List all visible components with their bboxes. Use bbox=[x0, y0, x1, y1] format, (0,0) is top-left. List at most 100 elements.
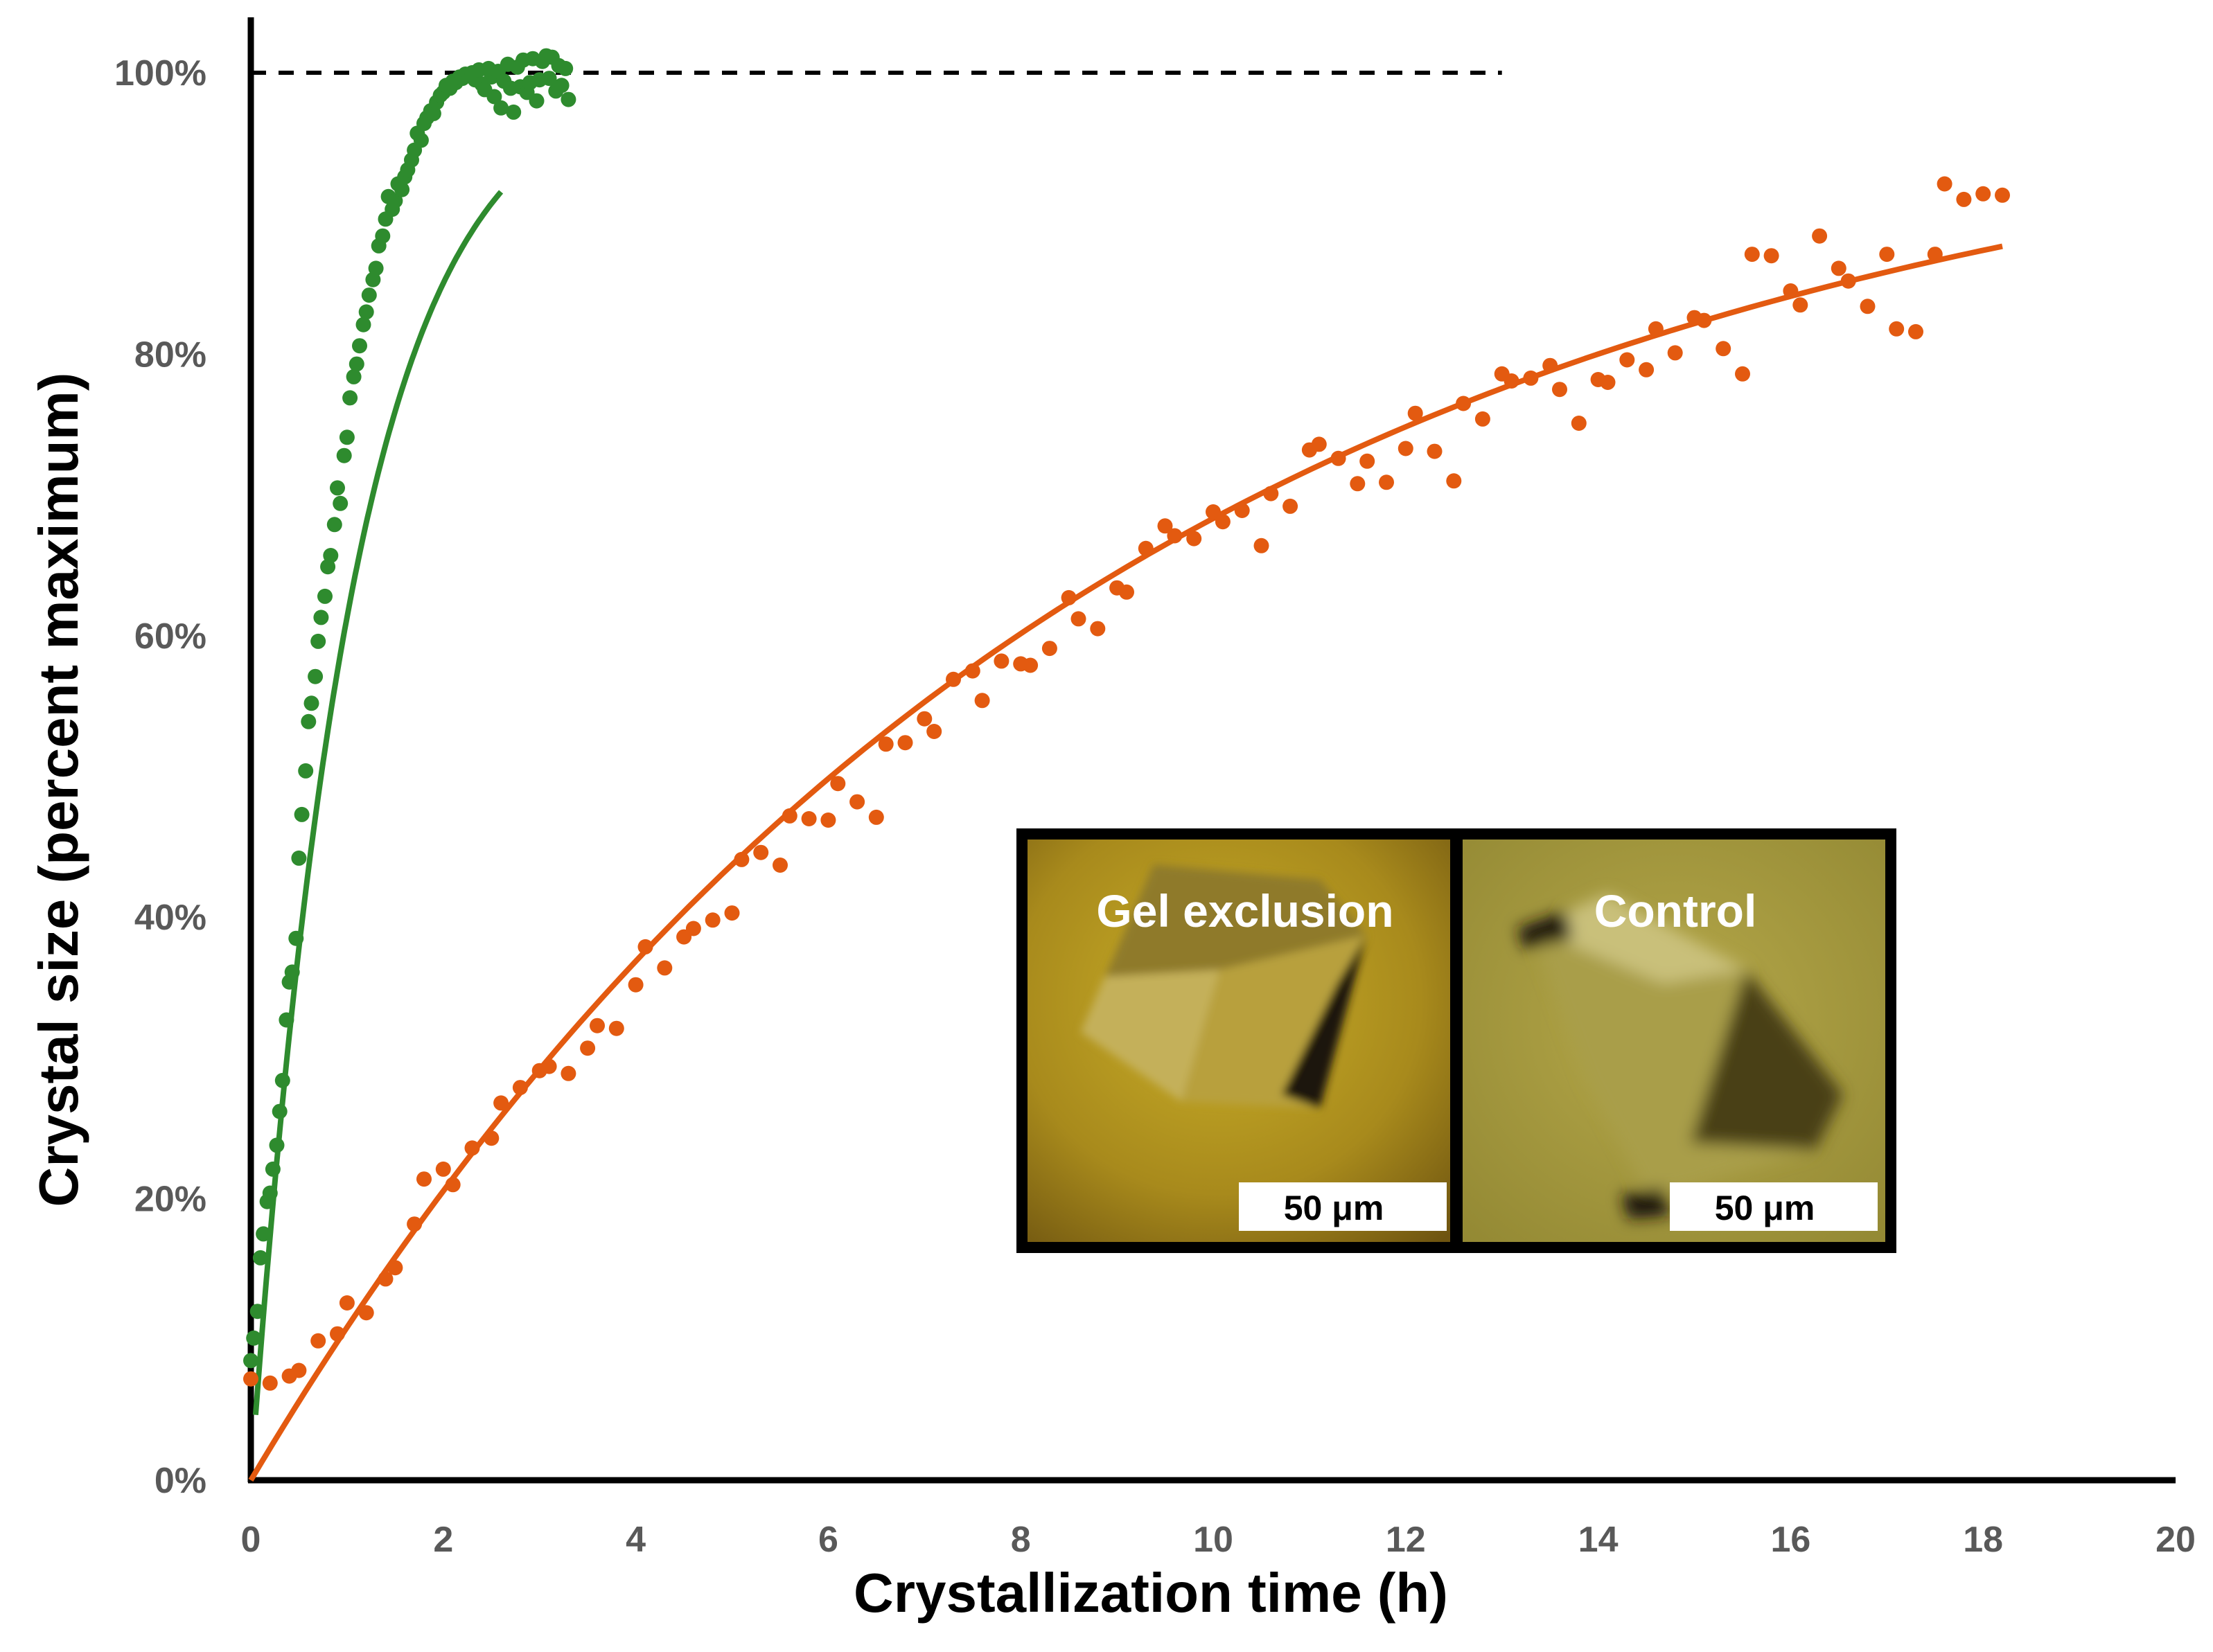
control-scale-label: 50 μm bbox=[1715, 1189, 1815, 1227]
data-point-control bbox=[637, 939, 653, 954]
data-point-gel-exclusion bbox=[375, 228, 391, 244]
data-point-control bbox=[435, 1161, 451, 1177]
data-point-gel-exclusion bbox=[317, 588, 333, 604]
data-point-control bbox=[1253, 538, 1269, 553]
data-point-gel-exclusion bbox=[413, 132, 429, 148]
data-point-control bbox=[1763, 248, 1779, 264]
data-point-gel-exclusion bbox=[256, 1226, 272, 1242]
x-tick-label: 20 bbox=[2155, 1520, 2196, 1560]
data-point-control bbox=[407, 1216, 423, 1232]
data-point-gel-exclusion bbox=[291, 850, 307, 866]
data-point-gel-exclusion bbox=[310, 633, 326, 649]
data-point-control bbox=[1860, 299, 1876, 314]
data-point-control bbox=[1157, 518, 1173, 534]
data-point-control bbox=[1995, 187, 2010, 203]
data-point-control bbox=[1667, 345, 1683, 361]
x-tick-label: 10 bbox=[1193, 1520, 1233, 1560]
control-label: Control bbox=[1594, 885, 1757, 936]
x-axis-title: Crystallization time (h) bbox=[854, 1562, 1448, 1624]
data-point-control bbox=[262, 1375, 278, 1391]
x-tick-label: 4 bbox=[626, 1520, 646, 1560]
data-point-gel-exclusion bbox=[246, 1330, 262, 1346]
y-tick-label: 100% bbox=[114, 53, 206, 94]
data-point-control bbox=[339, 1295, 355, 1311]
data-point-control bbox=[358, 1305, 374, 1321]
data-point-gel-exclusion bbox=[262, 1185, 278, 1201]
data-point-control bbox=[1456, 396, 1472, 411]
data-point-gel-exclusion bbox=[249, 1304, 265, 1320]
data-point-gel-exclusion bbox=[368, 260, 384, 276]
x-tick-label: 12 bbox=[1386, 1520, 1426, 1560]
data-point-control bbox=[820, 812, 836, 828]
data-point-gel-exclusion bbox=[506, 104, 522, 120]
data-point-control bbox=[964, 663, 980, 679]
data-point-gel-exclusion bbox=[554, 78, 570, 94]
data-point-control bbox=[1889, 321, 1905, 337]
data-point-gel-exclusion bbox=[336, 447, 352, 463]
data-point-control bbox=[849, 794, 865, 810]
data-point-gel-exclusion bbox=[313, 610, 329, 625]
data-point-control bbox=[782, 808, 797, 824]
inset-panel-control: Control 50 μm bbox=[1463, 840, 1885, 1242]
data-point-control bbox=[1070, 611, 1086, 627]
data-point-control bbox=[484, 1130, 500, 1146]
data-point-control bbox=[1234, 503, 1250, 518]
data-point-control bbox=[1138, 540, 1154, 556]
control-crystal bbox=[1517, 894, 1843, 1219]
data-point-gel-exclusion bbox=[333, 495, 349, 511]
data-point-control bbox=[868, 809, 884, 825]
data-point-control bbox=[330, 1326, 345, 1342]
data-point-control bbox=[830, 776, 846, 792]
data-point-control bbox=[580, 1040, 596, 1056]
data-point-control bbox=[608, 1020, 624, 1036]
y-tick-label: 40% bbox=[134, 898, 206, 938]
data-point-control bbox=[1311, 436, 1327, 452]
data-point-gel-exclusion bbox=[352, 338, 367, 354]
data-point-control bbox=[685, 921, 701, 936]
data-point-control bbox=[926, 724, 942, 739]
data-point-control bbox=[878, 736, 894, 752]
x-tick-label: 14 bbox=[1578, 1520, 1619, 1560]
data-point-control bbox=[1023, 657, 1039, 673]
inset-panel-gel-exclusion: Gel exclusion 50 μm bbox=[1028, 840, 1450, 1242]
data-point-control bbox=[561, 1065, 576, 1081]
data-point-gel-exclusion bbox=[355, 317, 371, 332]
data-point-control bbox=[801, 811, 817, 826]
data-point-control bbox=[464, 1140, 480, 1156]
data-point-control bbox=[1908, 323, 1923, 339]
x-tick-label: 0 bbox=[241, 1520, 261, 1560]
data-point-control bbox=[1927, 247, 1943, 263]
data-point-control bbox=[734, 851, 750, 867]
data-point-control bbox=[1879, 247, 1895, 263]
data-point-gel-exclusion bbox=[243, 1353, 258, 1369]
y-tick-label: 20% bbox=[134, 1180, 206, 1220]
data-point-gel-exclusion bbox=[558, 60, 574, 76]
data-point-gel-exclusion bbox=[326, 517, 342, 533]
data-point-control bbox=[590, 1018, 605, 1033]
data-point-gel-exclusion bbox=[252, 1250, 268, 1265]
data-point-control bbox=[387, 1260, 403, 1276]
gel-exclusion-label: Gel exclusion bbox=[1096, 885, 1393, 936]
data-point-control bbox=[512, 1080, 528, 1096]
y-tick-label: 80% bbox=[134, 335, 206, 375]
data-point-control bbox=[1735, 366, 1750, 382]
data-point-gel-exclusion bbox=[387, 193, 403, 208]
data-point-control bbox=[1474, 411, 1490, 427]
data-point-gel-exclusion bbox=[486, 89, 502, 105]
y-tick-label: 60% bbox=[134, 616, 206, 657]
data-point-control bbox=[1427, 443, 1443, 459]
data-point-gel-exclusion bbox=[394, 181, 410, 197]
x-tick-label: 8 bbox=[1011, 1520, 1031, 1560]
data-point-control bbox=[994, 653, 1009, 669]
fit-line-gel-exclusion bbox=[252, 190, 504, 1416]
axes bbox=[247, 17, 2176, 1484]
data-point-control bbox=[1407, 405, 1423, 421]
data-point-control bbox=[657, 960, 673, 976]
data-point-control bbox=[1831, 260, 1846, 276]
data-point-control bbox=[1696, 312, 1712, 328]
data-point-control bbox=[1446, 473, 1462, 489]
data-point-gel-exclusion bbox=[358, 304, 374, 320]
data-point-gel-exclusion bbox=[308, 668, 324, 684]
data-point-gel-exclusion bbox=[339, 429, 355, 445]
